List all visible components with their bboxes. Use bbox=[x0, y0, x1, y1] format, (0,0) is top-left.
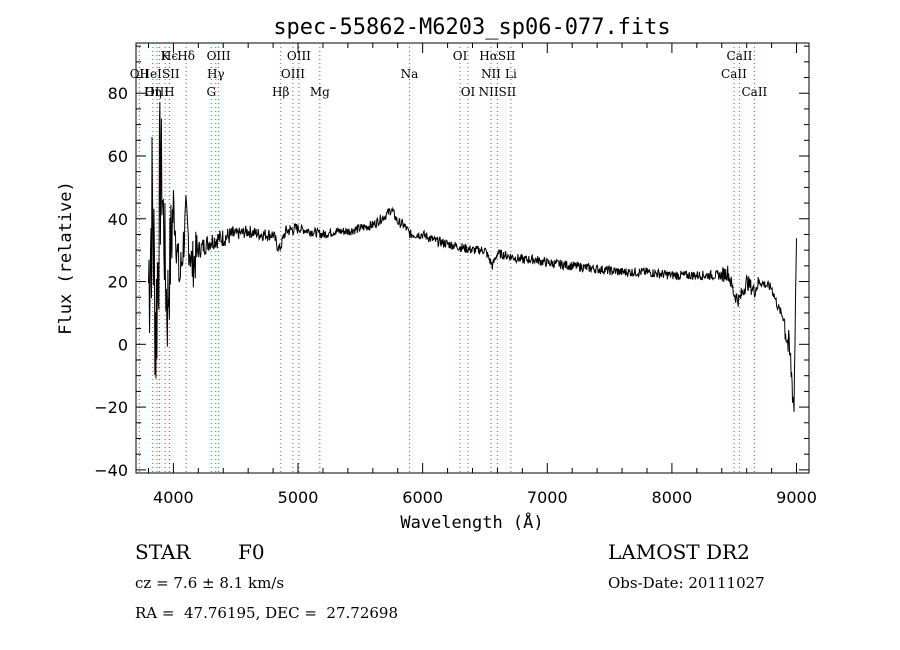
spectral-line-label: OI bbox=[453, 49, 468, 63]
x-tick-label: 8000 bbox=[652, 488, 693, 507]
y-tick-label: 80 bbox=[108, 84, 128, 103]
plot-frame bbox=[135, 42, 810, 474]
spectral-line-label: Hϵ bbox=[161, 49, 178, 63]
y-tick-label: 20 bbox=[108, 273, 128, 292]
spectral-line-label: Hβ bbox=[272, 85, 289, 99]
survey-name: LAMOST DR2 bbox=[608, 540, 750, 564]
spectral-line-label: G bbox=[206, 85, 216, 99]
spectral-line-label: OIII bbox=[281, 67, 305, 81]
y-tick-label: 0 bbox=[118, 335, 128, 354]
observation-date: Obs-Date: 20111027 bbox=[608, 574, 765, 592]
redshift-cz: cz = 7.6 ± 8.1 km/s bbox=[135, 574, 285, 592]
spectral-line-label: NIISII bbox=[479, 85, 517, 99]
spectral-line-label: Hη bbox=[144, 85, 162, 99]
y-tick-label: −20 bbox=[94, 398, 128, 417]
spectrum-series-line bbox=[148, 101, 797, 412]
spectral-line-label: K bbox=[161, 49, 171, 63]
spectral-line-label: Mg bbox=[310, 85, 330, 99]
x-tick-label: 4000 bbox=[153, 488, 194, 507]
spectral-line-label: CaII bbox=[721, 67, 747, 81]
spectral-line-label: OIII bbox=[287, 49, 311, 63]
y-tick-label: 60 bbox=[108, 147, 128, 166]
x-tick-label: 9000 bbox=[776, 488, 817, 507]
x-axis-label: Wavelength (Å) bbox=[400, 511, 543, 533]
spectral-line-label: OII bbox=[130, 67, 150, 81]
spectral-line-label: NII bbox=[481, 67, 501, 81]
x-tick-label: 7000 bbox=[527, 488, 568, 507]
spectral-line-label: H bbox=[164, 85, 174, 99]
spectral-line-label: OIII bbox=[145, 85, 169, 99]
y-tick-label: 40 bbox=[108, 210, 128, 229]
spectral-line-label: Na bbox=[401, 67, 419, 81]
ra-dec-coordinates: RA = 47.76195, DEC = 27.72698 bbox=[135, 604, 399, 622]
spectral-line-label: HαSII bbox=[479, 49, 516, 63]
x-tick-label: 6000 bbox=[402, 488, 443, 507]
spectral-line-label: HeISII bbox=[140, 67, 180, 81]
spectral-line-label: OIII bbox=[207, 49, 231, 63]
spectral-line-label: CaII bbox=[741, 85, 767, 99]
x-tick-label: 5000 bbox=[278, 488, 319, 507]
spectral-line-label: Hγ bbox=[207, 67, 225, 81]
spectral-line-label: OI bbox=[461, 85, 476, 99]
spectral-line-label: CaII bbox=[727, 49, 753, 63]
spectral-line-label: Hδ bbox=[177, 49, 195, 63]
y-tick-label: −40 bbox=[94, 461, 128, 480]
x-axis: 4000 5000 6000 7000 8000 9000 bbox=[147, 43, 817, 507]
spectral-line-label: Li bbox=[505, 67, 517, 81]
object-subclass: F0 bbox=[238, 540, 265, 564]
y-axis-label: Flux (relative) bbox=[56, 181, 76, 335]
spectral-line-markers bbox=[138, 43, 755, 473]
spectral-line-labels: Hϵ OII OIII K HeISII Hη H Hδ OIII Hγ G OIII OIII Hβ Mg… bbox=[130, 49, 768, 99]
y-axis: −40 −20 0 20 40 60 80 bbox=[94, 45, 809, 480]
object-class: STAR bbox=[135, 540, 191, 564]
chart-title: spec-55862-M6203_sp06-077.fits bbox=[273, 15, 670, 40]
